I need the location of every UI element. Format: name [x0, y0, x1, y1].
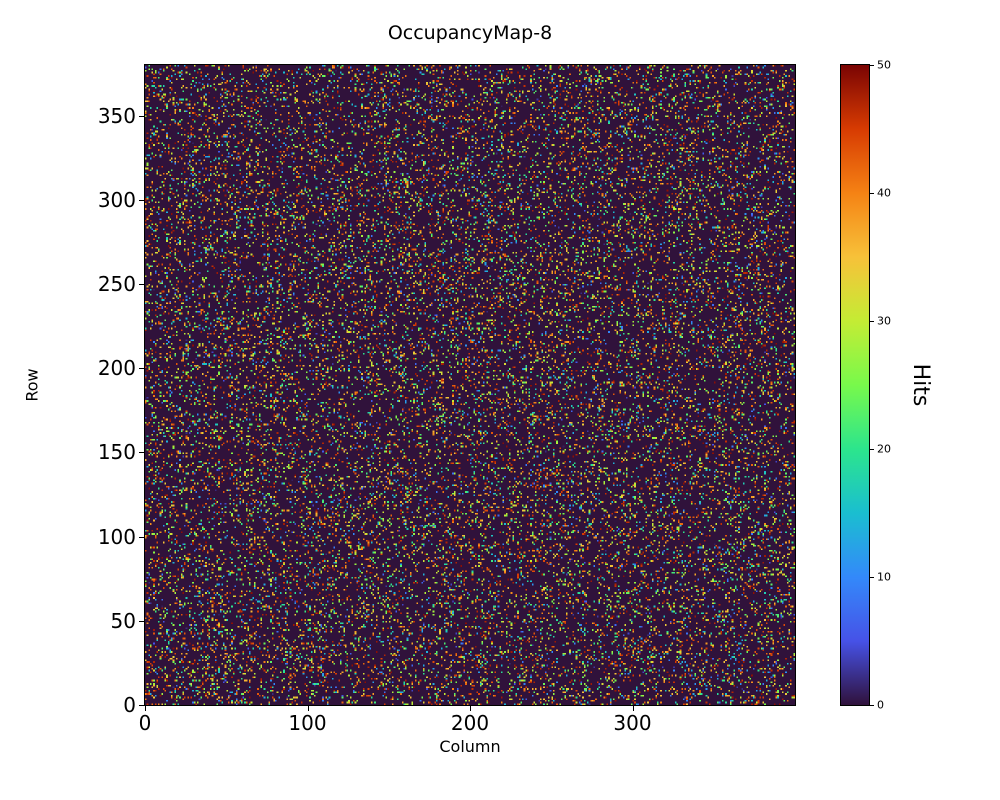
y-tick-label: 300: [97, 187, 136, 212]
colorbar-tick-mark: [870, 449, 874, 450]
x-tick-label: 300: [613, 711, 652, 735]
y-tick-mark: [139, 536, 144, 538]
x-tick-label: 200: [450, 711, 490, 735]
y-tick-label: 350: [97, 103, 136, 128]
colorbar-tick-mark: [870, 577, 874, 578]
y-tick-mark: [139, 115, 144, 117]
y-tick-label: 150: [97, 440, 136, 465]
y-tick-label: 250: [97, 271, 136, 296]
y-tick-mark: [139, 705, 144, 706]
x-tick-label: 100: [288, 711, 327, 735]
colorbar-tick-label: 0: [877, 698, 884, 712]
x-axis-label: Column: [439, 737, 501, 756]
y-tick-label: 0: [123, 693, 136, 717]
y-tick-mark: [139, 620, 144, 622]
x-tick-mark: [145, 706, 146, 711]
plot-area: [144, 64, 796, 706]
colorbar-label: Hits: [908, 363, 933, 407]
x-tick-mark: [307, 706, 309, 711]
colorbar-tick-label: 30: [877, 314, 891, 328]
y-tick-mark: [139, 452, 144, 454]
colorbar-tick-label: 40: [877, 186, 891, 200]
y-tick-mark: [139, 199, 144, 201]
colorbar-tick-mark: [870, 193, 874, 194]
y-tick-label: 50: [110, 608, 136, 633]
colorbar-tick-label: 50: [877, 58, 891, 72]
y-tick-mark: [139, 368, 144, 370]
y-tick-mark: [139, 283, 144, 285]
heatmap-canvas: [145, 65, 795, 705]
colorbar-tick-mark: [870, 65, 874, 66]
chart-title: OccupancyMap-8: [387, 22, 553, 44]
colorbar-tick-mark: [870, 705, 874, 706]
colorbar-tick-label: 20: [877, 442, 891, 456]
colorbar: [840, 64, 870, 706]
colorbar-tick-mark: [870, 321, 874, 322]
colorbar-tick-label: 10: [877, 570, 891, 584]
x-tick-mark: [632, 706, 634, 711]
y-axis-label: Row: [22, 368, 42, 402]
y-tick-label: 200: [97, 356, 136, 381]
x-tick-label: 0: [138, 711, 152, 735]
x-tick-mark: [470, 706, 471, 711]
y-tick-label: 100: [97, 524, 136, 549]
